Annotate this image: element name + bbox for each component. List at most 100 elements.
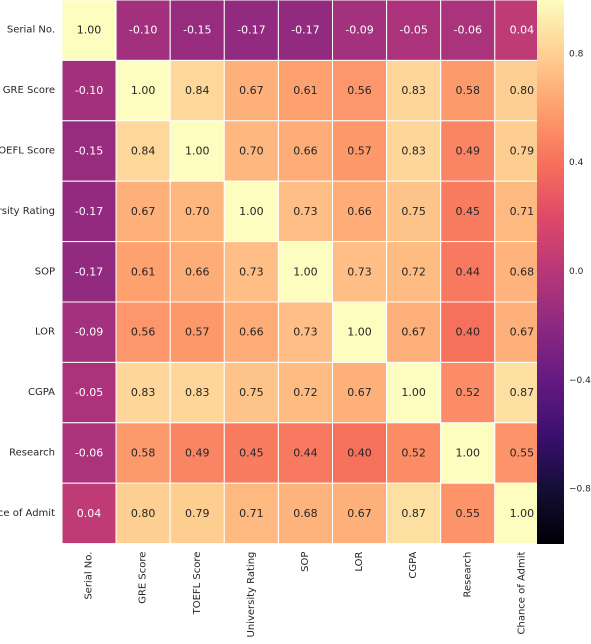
heatmap-cell: [332, 180, 388, 243]
cell-value-label: -0.10: [129, 24, 157, 37]
heatmap-cell: [115, 361, 171, 424]
colorbar-tick-label: 0.4: [569, 158, 584, 168]
cell-value-label: 0.72: [401, 265, 426, 278]
cell-value-label: -0.17: [75, 265, 103, 278]
row-tick-label: GRE Score: [3, 85, 55, 96]
cell-value-label: 0.57: [347, 145, 372, 158]
row-tick-label: LOR: [35, 327, 55, 338]
heatmap-cell: [61, 361, 117, 424]
cell-value-label: 0.45: [456, 205, 481, 218]
heatmap-cell: [169, 422, 225, 484]
cell-value-label: 0.66: [293, 145, 318, 158]
heatmap-cell: [386, 0, 442, 61]
heatmap-cell: [440, 361, 496, 424]
heatmap-cell: [115, 482, 171, 545]
heatmap-cell: [332, 482, 388, 545]
cell-value-label: 0.40: [456, 326, 481, 339]
heatmap-cell: [332, 120, 388, 182]
column-tick-labels: Serial No. GRE Score TOEFL Score University…: [84, 551, 528, 637]
cell-value-label: 0.67: [347, 507, 372, 520]
heatmap-cell: [223, 361, 279, 424]
heatmap-cell: [332, 422, 388, 484]
colorbar-tick-label: 0.8: [569, 49, 584, 59]
heatmap-cell: [223, 0, 279, 61]
heatmap-cell: [386, 241, 442, 303]
cell-value-label: 0.67: [239, 84, 264, 97]
cell-value-label: 0.80: [510, 84, 535, 97]
cell-value-label: 0.52: [456, 386, 481, 399]
cell-value-label: -0.17: [237, 24, 265, 37]
cell-value-label: 0.71: [510, 205, 535, 218]
cell-value-label: 0.87: [510, 386, 535, 399]
heatmap-cell: [115, 422, 171, 484]
column-tick-label: University Rating: [246, 552, 257, 638]
heatmap-cell: [61, 180, 117, 243]
column-tick-label: Serial No.: [84, 552, 95, 600]
cell-value-label: 0.56: [131, 326, 156, 339]
cell-value-label: 1.00: [239, 205, 264, 218]
heatmap-cell: [223, 120, 279, 182]
heatmap-cell: [332, 301, 388, 363]
cell-value-label: 0.73: [293, 326, 318, 339]
heatmap-cell: [223, 301, 279, 363]
cell-value-label: 0.84: [185, 84, 210, 97]
heatmap-cell: [169, 361, 225, 424]
cell-value-label: 0.79: [185, 507, 210, 520]
row-tick-label: Research: [9, 448, 55, 459]
colorbar-tick-label: −0.4: [569, 376, 591, 386]
cell-value-label: 0.79: [510, 145, 535, 158]
cell-value-label: 0.68: [510, 265, 535, 278]
cell-value-label: -0.17: [291, 24, 319, 37]
column-tick-label: GRE Score: [138, 552, 149, 604]
heatmap-cell: [277, 361, 333, 424]
heatmap-cell: [169, 482, 225, 545]
column-tick-label: LOR: [354, 552, 365, 572]
heatmap-cells: [61, 0, 550, 545]
cell-value-label: 0.66: [239, 326, 264, 339]
row-tick-label: CGPA: [28, 387, 55, 398]
cell-value-label: 0.83: [131, 386, 156, 399]
heatmap-cell: [277, 422, 333, 484]
cell-value-label: 0.57: [185, 326, 210, 339]
colorbar: [537, 0, 564, 544]
cell-value-label: 0.70: [239, 145, 264, 158]
row-tick-label: TOEFL Score: [0, 146, 55, 157]
heatmap-cell: [169, 120, 225, 182]
cell-value-label: 0.67: [347, 386, 372, 399]
heatmap-cell: [386, 361, 442, 424]
row-tick-label: Chance of Admit: [0, 508, 55, 519]
cell-value-label: 1.00: [510, 507, 535, 520]
cell-value-label: 1.00: [131, 84, 156, 97]
cell-value-label: 0.58: [456, 84, 481, 97]
cell-value-label: 0.67: [401, 326, 426, 339]
heatmap-cell: [277, 59, 333, 122]
cell-value-label: 1.00: [347, 326, 372, 339]
heatmap-cell: [61, 482, 117, 545]
cell-value-label: 0.67: [131, 205, 156, 218]
colorbar-tick-label: −0.8: [569, 485, 591, 495]
heatmap-cell: [169, 59, 225, 122]
cell-value-label: 0.80: [131, 507, 156, 520]
cell-value-label: 0.68: [293, 507, 318, 520]
cell-value-label: 0.87: [401, 507, 426, 520]
heatmap-cell: [386, 301, 442, 363]
cell-value-label: 0.73: [347, 265, 372, 278]
cell-value-label: 0.56: [347, 84, 372, 97]
heatmap-cell: [61, 120, 117, 182]
row-tick-label: Serial No.: [7, 25, 55, 36]
cell-value-label: -0.15: [75, 145, 103, 158]
cell-value-label: -0.10: [75, 84, 103, 97]
row-tick-label: University Rating: [0, 206, 55, 217]
cell-value-label: -0.15: [183, 24, 211, 37]
cell-value-label: 0.61: [293, 84, 318, 97]
cell-value-label: 0.84: [131, 145, 156, 158]
cell-value-label: -0.09: [75, 326, 103, 339]
cell-value-label: 0.04: [77, 507, 102, 520]
cell-value-label: -0.05: [399, 24, 427, 37]
cell-value-label: 0.83: [185, 386, 210, 399]
cell-value-label: 0.73: [293, 205, 318, 218]
cell-value-label: 1.00: [456, 447, 481, 460]
heatmap-cell: [277, 241, 333, 303]
heatmap-cell: [61, 59, 117, 122]
